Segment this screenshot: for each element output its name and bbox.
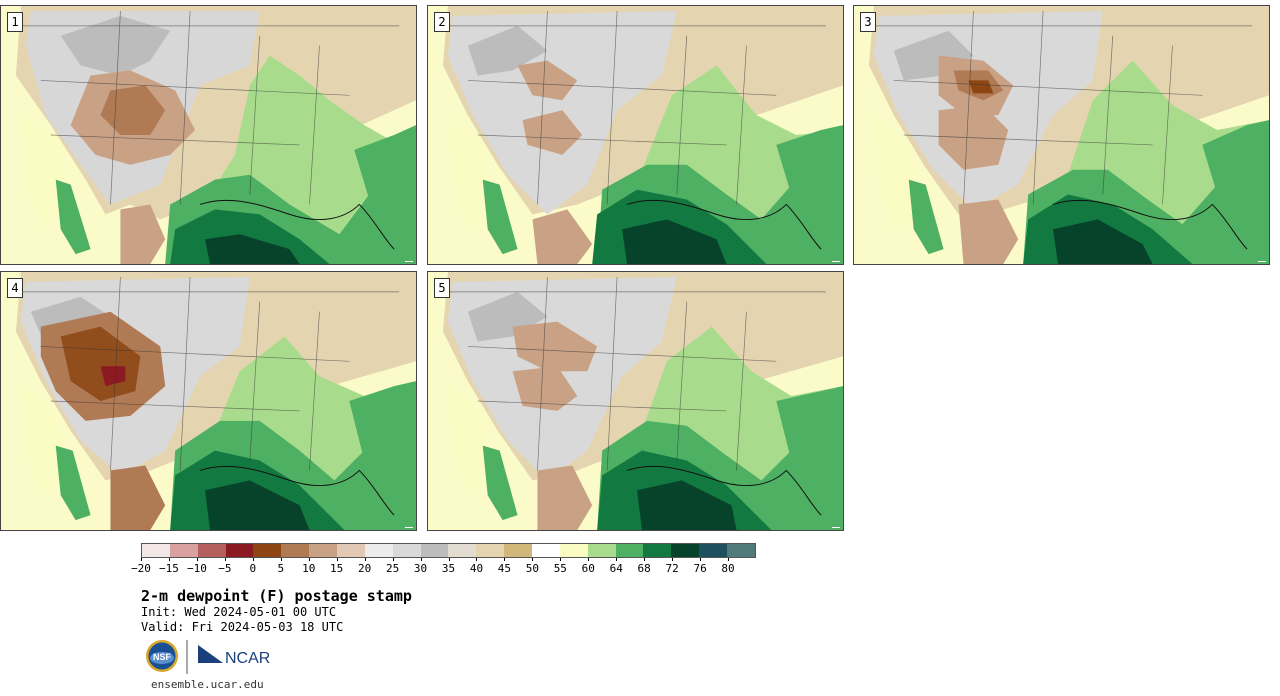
valid-time: Valid: Fri 2024-05-03 18 UTC [141, 620, 344, 634]
colorbar-tick-mark [644, 558, 646, 561]
colorbar-tick-mark [420, 558, 422, 561]
member-label-3: 3 [860, 12, 876, 32]
member-panel-1: 1 [0, 5, 417, 265]
colorbar-box [142, 544, 170, 557]
colorbar-tick-mark [700, 558, 702, 561]
colorbar-tick-label: 68 [637, 562, 651, 575]
panel-corner-mark [832, 527, 840, 528]
colorbar-box [587, 544, 616, 557]
panel-corner-mark [405, 261, 413, 262]
member-label-1: 1 [7, 12, 23, 32]
colorbar-box [671, 544, 700, 557]
colorbar-tick-mark [141, 558, 142, 561]
member-panel-3: 3 [853, 5, 1270, 265]
colorbar-tick-label: 35 [441, 562, 456, 575]
colorbar-tick-mark [308, 558, 310, 561]
dewpoint-map-3 [854, 6, 1269, 264]
colorbar-tick-label: 25 [385, 562, 400, 575]
colorbar-tick-label: 10 [302, 562, 316, 575]
panel-corner-mark [1258, 261, 1266, 262]
dewpoint-map-5 [428, 272, 843, 530]
colorbar-tick-label: 80 [721, 562, 735, 575]
colorbar-tick-mark [616, 558, 618, 561]
colorbar-tick-label: −15 [159, 562, 179, 575]
colorbar-tick-mark [448, 558, 450, 561]
panel-corner-mark [832, 261, 840, 262]
colorbar-box [281, 544, 310, 557]
colorbar-tick-mark [476, 558, 478, 561]
dewpoint-map-1 [1, 6, 416, 264]
logo-group: NSF NCAR [143, 637, 283, 677]
nsf-logo-text: NSF [153, 652, 172, 662]
colorbar-box [337, 544, 365, 557]
colorbar-tick-label: 30 [413, 562, 428, 575]
colorbar-box [253, 544, 282, 557]
website-url: ensemble.ucar.edu [151, 678, 264, 691]
colorbar-tick-mark [336, 558, 338, 561]
colorbar-tick-mark [196, 558, 198, 561]
logo-graphics: NSF NCAR [146, 640, 270, 674]
colorbar-tick-label: 55 [553, 562, 567, 575]
colorbar-box [559, 544, 588, 557]
colorbar-box [615, 544, 644, 557]
colorbar-box [448, 544, 477, 557]
colorbar-tick-labels: −20 −15 −10 −5 0 5 10 15 20 25 30 35 40 45 50 55 60 64 68 7… [131, 558, 756, 576]
colorbar-tick-label: 72 [665, 562, 679, 575]
colorbar-tick-label: 64 [609, 562, 623, 575]
colorbar-tick-mark [588, 558, 590, 561]
colorbar-box [504, 544, 533, 557]
colorbar-box [225, 544, 254, 557]
colorbar-tick-label: −20 [131, 562, 151, 575]
member-panel-4: 4 [0, 271, 417, 531]
ncar-logo: NCAR [198, 645, 270, 667]
dewpoint-map-2 [428, 6, 843, 264]
colorbar-box [699, 544, 728, 557]
colorbar-box [476, 544, 505, 557]
colorbar-box [364, 544, 393, 557]
dewpoint-colorbar [141, 543, 756, 558]
colorbar-tick-label: −5 [218, 562, 232, 575]
colorbar-tick-mark [224, 558, 226, 561]
colorbar-tick-mark [560, 558, 562, 561]
colorbar-tick-label: 15 [330, 562, 344, 575]
member-label-5: 5 [434, 278, 450, 298]
member-panel-2: 2 [427, 5, 844, 265]
colorbar-tick-label: 76 [693, 562, 707, 575]
colorbar-box [643, 544, 672, 557]
colorbar-tick-mark [364, 558, 366, 561]
colorbar-tick-mark [168, 558, 170, 561]
colorbar-tick-label: 5 [277, 562, 285, 575]
colorbar-tick-label: 0 [249, 562, 257, 575]
ncar-logo-text: NCAR [225, 650, 270, 667]
colorbar-box [727, 544, 755, 557]
colorbar-box [532, 544, 560, 557]
colorbar-box [392, 544, 421, 557]
colorbar-tick-mark [280, 558, 282, 561]
colorbar-box [309, 544, 338, 557]
colorbar-tick-label: 60 [581, 562, 595, 575]
colorbar-tick-mark [532, 558, 534, 561]
colorbar-box [197, 544, 226, 557]
member-label-4: 4 [7, 278, 23, 298]
colorbar-tick-mark [672, 558, 674, 561]
colorbar-box [420, 544, 449, 557]
init-time: Init: Wed 2024-05-01 00 UTC [141, 605, 337, 619]
panel-corner-mark [405, 527, 413, 528]
colorbar-tick-mark [392, 558, 394, 561]
colorbar-tick-mark [252, 558, 254, 561]
plot-title: 2-m dewpoint (F) postage stamp [141, 587, 412, 605]
member-label-2: 2 [434, 12, 450, 32]
colorbar-tick-label: −10 [186, 562, 207, 575]
dewpoint-map-4 [1, 272, 416, 530]
colorbar-tick-label: 40 [469, 562, 484, 575]
colorbar-tick-label: 20 [358, 562, 372, 575]
colorbar-tick-mark [728, 558, 730, 561]
nsf-logo: NSF [146, 640, 178, 672]
colorbar-box [169, 544, 198, 557]
colorbar-tick-mark [504, 558, 506, 561]
colorbar-tick-label: 50 [525, 562, 539, 575]
member-panel-5: 5 [427, 271, 844, 531]
colorbar-tick-label: 45 [497, 562, 512, 575]
